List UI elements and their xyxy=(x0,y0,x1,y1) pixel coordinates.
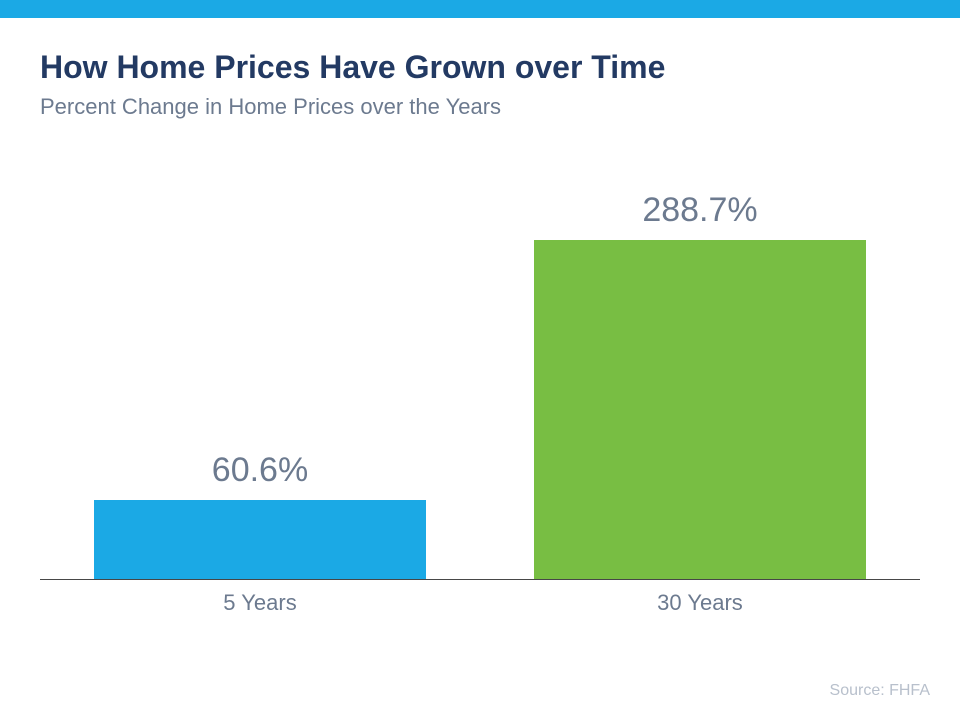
bar-value-label: 60.6% xyxy=(212,451,308,490)
bar-value-label: 288.7% xyxy=(642,191,757,230)
bar-30-years xyxy=(534,240,867,580)
accent-top-bar xyxy=(0,0,960,18)
x-labels-row: 5 Years 30 Years xyxy=(40,590,920,620)
chart-area: 60.6% 288.7% 5 Years 30 Years xyxy=(40,200,920,620)
x-axis-line xyxy=(40,579,920,580)
source-attribution: Source: FHFA xyxy=(830,682,930,700)
chart-title: How Home Prices Have Grown over Time xyxy=(40,48,920,86)
bar-group-5-years: 60.6% xyxy=(62,451,458,580)
x-label: 30 Years xyxy=(502,590,898,620)
x-label: 5 Years xyxy=(62,590,458,620)
bar-group-30-years: 288.7% xyxy=(502,191,898,580)
chart-subtitle: Percent Change in Home Prices over the Y… xyxy=(40,94,920,120)
bars-container: 60.6% 288.7% xyxy=(40,200,920,580)
bar-5-years xyxy=(94,500,427,580)
chart-content: How Home Prices Have Grown over Time Per… xyxy=(0,18,960,620)
